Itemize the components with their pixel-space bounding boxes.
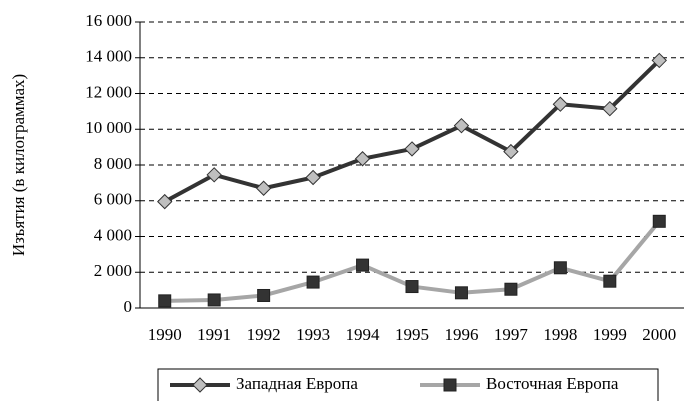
- y-tick-label: 8 000: [94, 154, 132, 173]
- data-point: [206, 167, 222, 183]
- data-point: [453, 117, 470, 134]
- x-tick-label: 1993: [296, 325, 330, 344]
- data-point: [157, 193, 173, 210]
- y-tick-label: 0: [124, 297, 133, 316]
- data-point: [552, 96, 569, 112]
- data-point: [207, 293, 221, 307]
- data-point: [354, 151, 371, 167]
- x-tick-label: 1992: [247, 325, 281, 344]
- data-point: [305, 169, 321, 186]
- x-tick-label: 1994: [346, 325, 381, 344]
- x-tick-label: 1999: [593, 325, 627, 344]
- data-point: [503, 143, 519, 160]
- y-tick-label: 14 000: [85, 47, 132, 66]
- data-point: [553, 261, 567, 275]
- x-tick-label: 1991: [197, 325, 231, 344]
- legend-marker: [443, 378, 457, 392]
- data-point: [257, 288, 271, 302]
- y-tick-label: 12 000: [85, 82, 132, 101]
- x-tick-label: 1996: [444, 325, 478, 344]
- data-point: [306, 275, 320, 289]
- data-point: [651, 52, 667, 69]
- x-tick-label: 1995: [395, 325, 429, 344]
- legend-box: [157, 368, 659, 401]
- data-point: [405, 280, 419, 294]
- data-point: [158, 294, 172, 308]
- data-point: [356, 258, 370, 272]
- data-point: [404, 141, 420, 157]
- x-tick-label: 1997: [494, 325, 529, 344]
- y-tick-label: 4 000: [94, 225, 132, 244]
- data-point: [255, 180, 272, 196]
- data-point: [603, 274, 617, 288]
- x-tick-label: 1990: [148, 325, 182, 344]
- data-point: [652, 214, 666, 228]
- x-tick-label: 2000: [642, 325, 676, 344]
- x-tick-label: 1998: [543, 325, 577, 344]
- y-axis-label: Изъятия (в килограммах): [9, 74, 28, 256]
- y-tick-label: 16 000: [85, 11, 132, 30]
- data-point: [454, 286, 468, 300]
- legend-label: Западная Европа: [236, 374, 358, 393]
- y-tick-label: 10 000: [85, 118, 132, 137]
- data-point: [602, 100, 618, 117]
- y-tick-label: 2 000: [94, 261, 132, 280]
- y-tick-label: 6 000: [94, 190, 132, 209]
- series-line: [163, 58, 661, 204]
- legend-marker: [192, 377, 208, 393]
- legend-label: Восточная Европа: [486, 374, 619, 393]
- data-point: [504, 282, 518, 296]
